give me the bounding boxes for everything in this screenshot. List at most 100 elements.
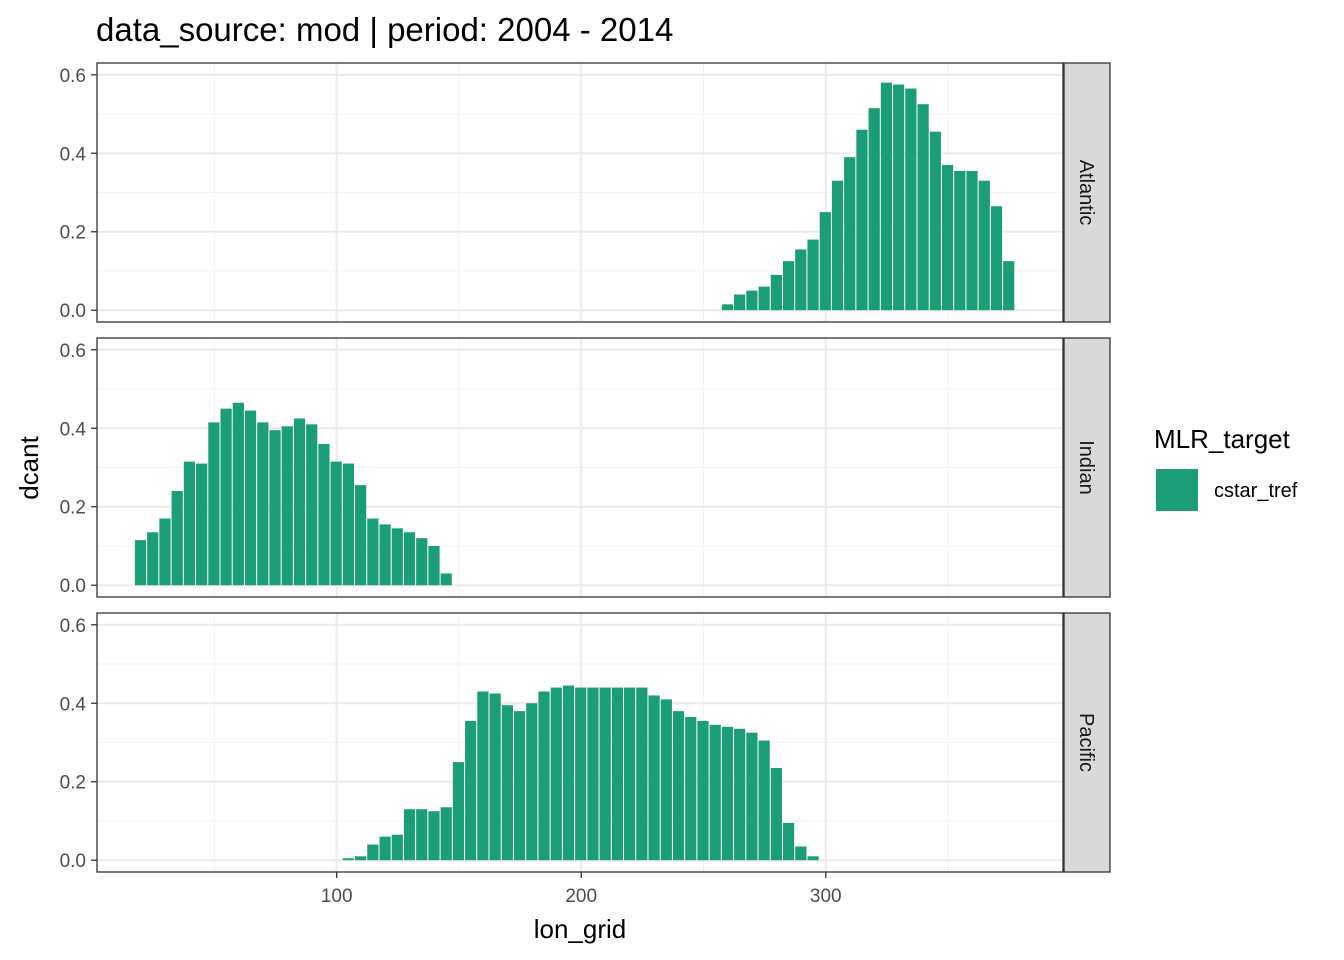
bar-indian-115	[367, 518, 379, 586]
bar-pacific-265	[734, 728, 746, 861]
panel-indian: 0.0 0.2 0.4 0.6 Indian	[60, 337, 1111, 598]
bar-pacific-170	[501, 705, 513, 861]
x-tick-label: 200	[565, 886, 597, 907]
bar-pacific-120	[379, 836, 391, 861]
bar-pacific-135	[416, 809, 428, 861]
bar-pacific-110	[355, 856, 367, 861]
bar-pacific-175	[513, 711, 526, 861]
bar-pacific-185	[538, 691, 550, 861]
bar-atlantic-370	[990, 206, 1003, 311]
bar-pacific-190	[550, 687, 562, 861]
bar-pacific-150	[452, 762, 465, 861]
bar-pacific-285	[782, 822, 795, 861]
bar-atlantic-375	[1003, 261, 1015, 311]
bar-atlantic-325	[880, 82, 893, 311]
bar-indian-35	[171, 491, 183, 586]
y-tick-label: 0.4	[60, 144, 87, 165]
bar-indian-55	[220, 408, 232, 586]
bar-pacific-295	[807, 856, 819, 861]
bar-indian-85	[293, 418, 306, 586]
bar-atlantic-355	[954, 170, 966, 311]
bar-pacific-220	[624, 687, 636, 861]
bar-atlantic-285	[782, 261, 795, 311]
y-axis-title: dcant	[14, 435, 44, 499]
panel-atlantic: 0.0 0.2 0.4 0.6 Atlantic	[60, 62, 1111, 323]
bar-atlantic-275	[758, 286, 770, 311]
bar-indian-110	[355, 485, 367, 586]
bar-indian-90	[306, 424, 318, 586]
bar-atlantic-300	[819, 212, 831, 311]
bar-atlantic-340	[917, 104, 929, 311]
bar-pacific-260	[721, 726, 734, 861]
bar-pacific-205	[587, 687, 599, 861]
bar-pacific-290	[795, 846, 807, 861]
bar-indian-130	[403, 532, 416, 586]
bar-atlantic-365	[978, 180, 990, 311]
panel-border	[96, 612, 1064, 873]
strip-atlantic	[1063, 62, 1111, 323]
y-tick-label: 0.0	[60, 576, 86, 597]
bar-pacific-235	[660, 699, 672, 861]
bar-indian-75	[269, 430, 281, 586]
bar-pacific-145	[440, 807, 452, 861]
bar-indian-145	[440, 573, 452, 586]
y-tick-label: 0.6	[60, 66, 86, 87]
strip-label-pacific: Pacific	[1075, 713, 1097, 772]
legend-key-cstar-tref	[1156, 469, 1198, 511]
bar-pacific-105	[342, 858, 355, 861]
y-tick-label: 0.0	[60, 851, 86, 872]
bar-indian-125	[391, 528, 403, 586]
x-axis-title: lon_grid	[534, 914, 627, 944]
bar-indian-70	[257, 422, 269, 586]
bar-pacific-140	[428, 811, 440, 861]
bar-atlantic-270	[746, 290, 758, 311]
bar-atlantic-295	[807, 239, 819, 311]
bar-pacific-250	[697, 720, 709, 861]
bar-indian-100	[330, 461, 342, 586]
bar-indian-40	[183, 461, 196, 586]
panel-border	[96, 62, 1064, 323]
y-tick-label: 0.2	[60, 223, 86, 244]
y-tick-label: 0.4	[60, 694, 87, 715]
panel-pacific: 0.0 0.2 0.4 0.6 Pacific	[60, 612, 1111, 873]
panel-border	[96, 337, 1064, 598]
bar-pacific-180	[526, 703, 538, 861]
y-tick-label: 0.6	[60, 616, 86, 637]
legend-label-cstar-tref: cstar_tref	[1214, 480, 1298, 502]
bar-indian-105	[342, 463, 355, 586]
bar-pacific-195	[562, 685, 575, 861]
legend: MLR_target cstar_tref	[1154, 424, 1298, 511]
bar-indian-140	[428, 545, 440, 586]
bar-indian-20	[134, 540, 147, 586]
bar-atlantic-305	[831, 180, 844, 311]
bar-pacific-245	[685, 716, 697, 861]
bar-pacific-240	[672, 711, 685, 861]
bar-pacific-210	[599, 687, 611, 861]
bar-indian-65	[244, 410, 257, 586]
bar-pacific-275	[758, 740, 770, 861]
facet-panels: 0.00.20.40.6Atlantic0.00.20.40.6Indian0.…	[60, 62, 1111, 873]
x-axis: 100 200 300	[321, 872, 842, 907]
bar-atlantic-290	[795, 249, 807, 311]
strip-label-atlantic: Atlantic	[1075, 160, 1097, 226]
bar-atlantic-310	[844, 157, 856, 311]
y-tick-label: 0.4	[60, 419, 87, 440]
bar-indian-30	[159, 518, 171, 586]
bar-indian-50	[208, 422, 220, 586]
x-tick-label: 300	[810, 886, 842, 907]
bar-atlantic-360	[966, 170, 978, 311]
legend-title: MLR_target	[1154, 424, 1291, 454]
bar-pacific-165	[489, 693, 501, 861]
bar-pacific-230	[648, 695, 660, 861]
strip-pacific	[1063, 612, 1111, 873]
bar-indian-25	[147, 532, 159, 586]
x-tick-label: 100	[321, 886, 353, 907]
bar-atlantic-280	[770, 274, 782, 311]
bar-pacific-270	[746, 732, 758, 861]
y-tick-label: 0.2	[60, 498, 86, 519]
chart-title: data_source: mod | period: 2004 - 2014	[96, 11, 673, 48]
bar-pacific-280	[770, 768, 782, 861]
bar-atlantic-265	[734, 294, 746, 311]
bar-indian-95	[318, 443, 330, 586]
